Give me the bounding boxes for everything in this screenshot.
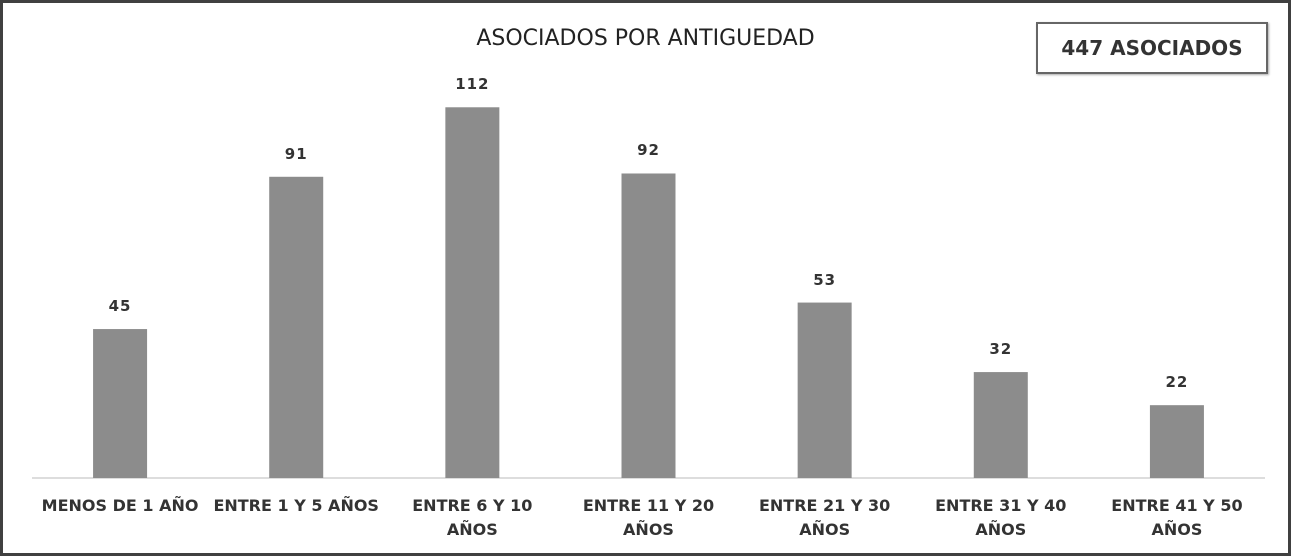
bar <box>797 302 852 478</box>
chart-title: ASOCIADOS POR ANTIGUEDAD <box>476 26 815 51</box>
x-tick-label: ENTRE 41 Y 50 AÑOS <box>1111 496 1243 539</box>
value-label: 92 <box>637 141 660 160</box>
x-tick-label: MENOS DE 1 AÑO <box>41 496 199 515</box>
x-tick-label: ENTRE 1 Y 5 AÑOS <box>213 496 379 515</box>
bar <box>621 173 676 479</box>
x-tick-label: ENTRE 21 Y 30 AÑOS <box>758 496 891 539</box>
value-label: 45 <box>108 297 132 316</box>
x-tick-label: ENTRE 6 Y 10 AÑOS <box>412 496 533 539</box>
value-label: 53 <box>813 270 837 289</box>
value-label: 22 <box>1165 373 1189 392</box>
bar <box>973 372 1028 478</box>
value-label: 32 <box>989 340 1013 359</box>
bar <box>93 329 148 478</box>
value-label: 112 <box>455 75 490 94</box>
x-tick-label: ENTRE 11 Y 20 AÑOS <box>582 496 715 539</box>
bar <box>1149 405 1204 478</box>
bar <box>269 176 324 479</box>
bar <box>445 107 500 478</box>
total-box: 447 ASOCIADOS <box>1036 22 1268 74</box>
x-tick-label: ENTRE 31 Y 40 AÑOS <box>935 496 1067 539</box>
value-label: 91 <box>284 144 308 163</box>
